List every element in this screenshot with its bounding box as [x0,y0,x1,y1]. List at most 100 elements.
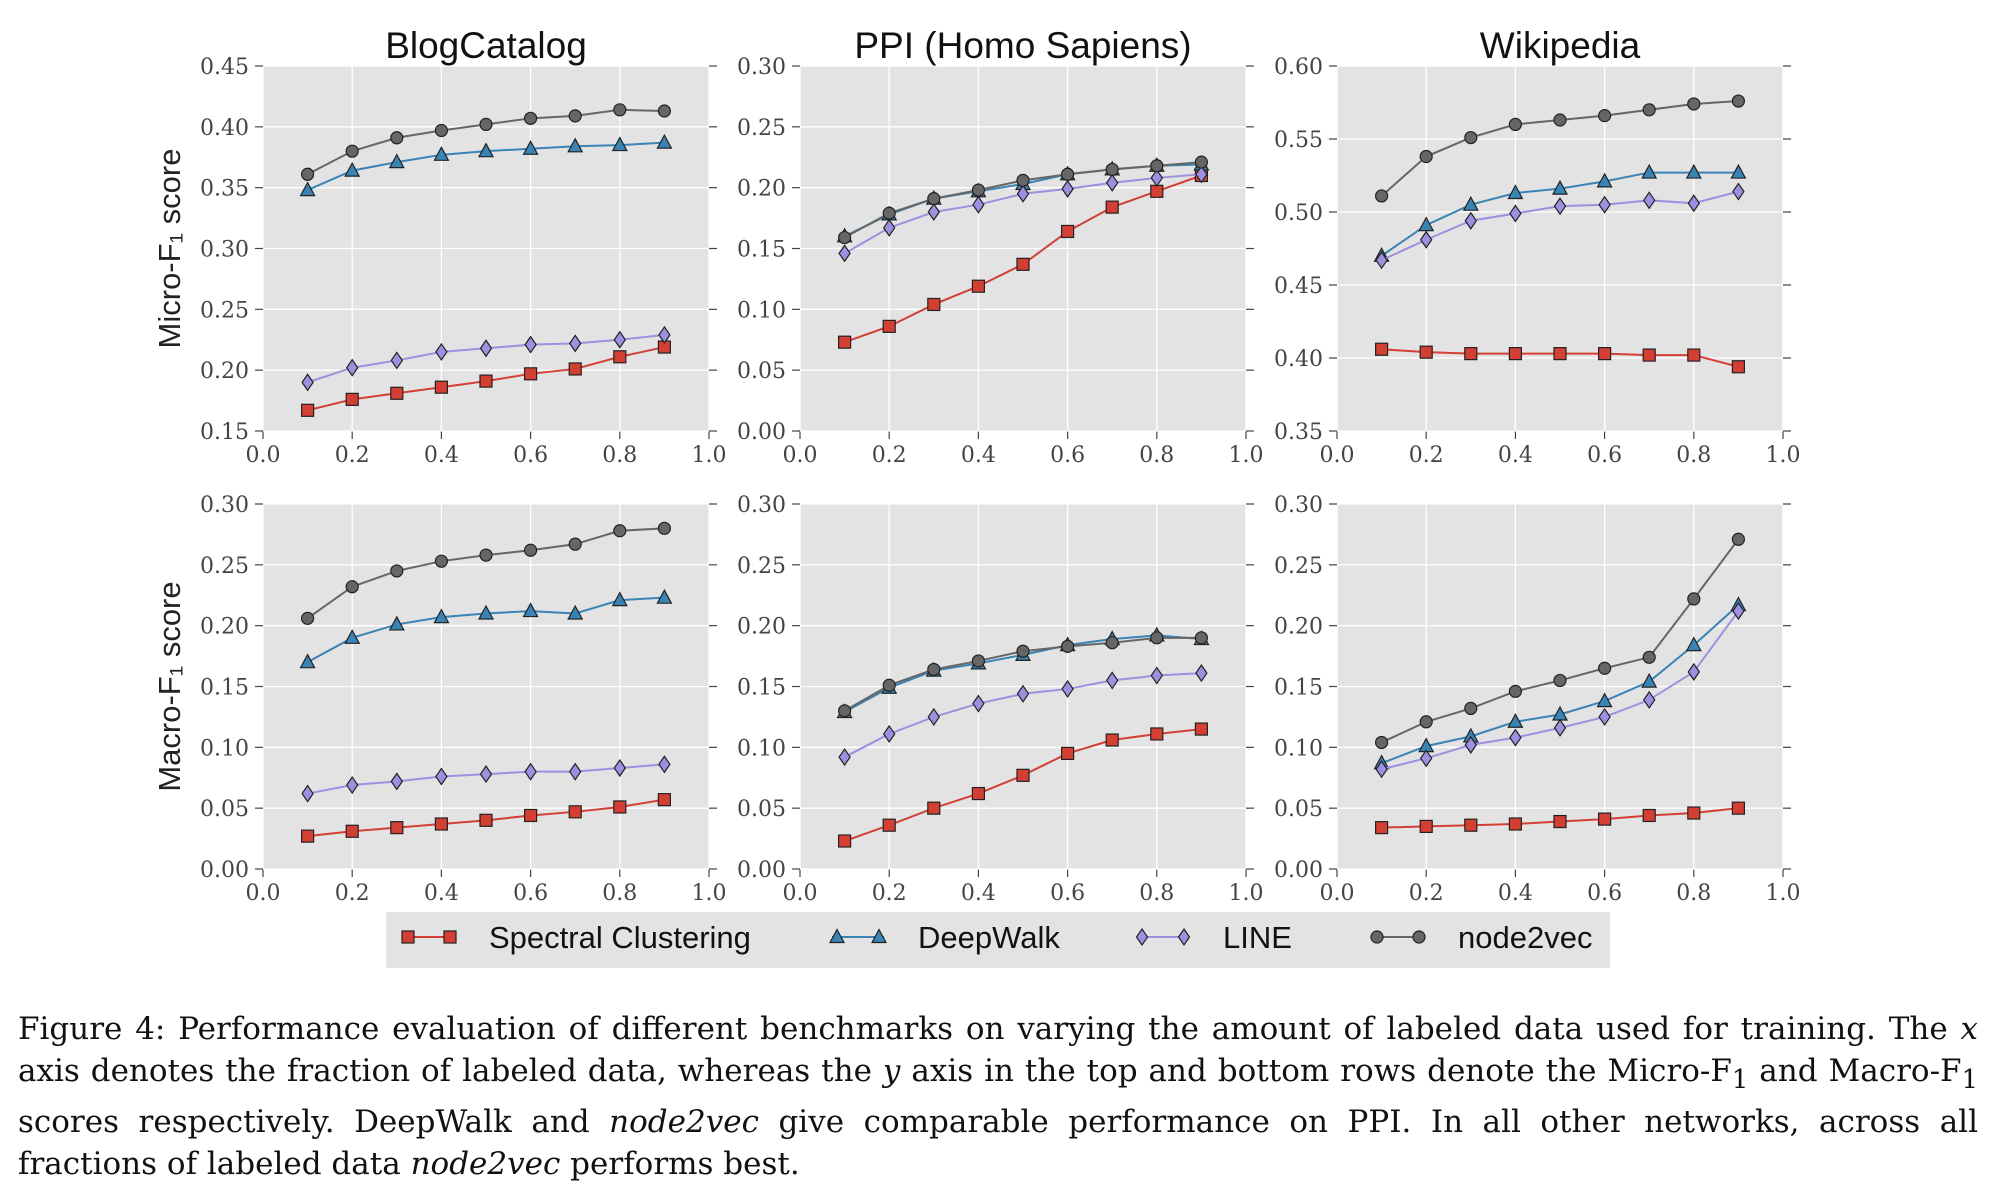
legend-marker [443,930,457,944]
data-point [567,137,584,153]
series-node2vec [301,103,672,181]
caption-sub-2: 1 [1961,1065,1978,1096]
x-tick-label: 0.6 [1050,881,1085,906]
y-tick-label: 0.30 [1274,493,1323,518]
data-point [1642,191,1656,210]
data-point [1687,194,1701,213]
panel-title: PPI (Homo Sapiens) [854,25,1191,66]
x-tick-label: 1.0 [1229,881,1264,906]
x-tick-label: 0.8 [602,881,637,906]
data-point [1597,812,1612,826]
x-tick-label: 0.4 [424,443,459,468]
legend-marker [870,928,888,944]
data-point [1105,671,1119,690]
data-point [1597,347,1612,361]
legend-marker [1135,927,1149,947]
data-point [390,821,404,835]
x-tick-label: 0.2 [872,881,907,906]
legend-entry-line: LINE [1135,920,1292,955]
figure-panels: 0.0 0.2 0.4 0.6 0.8 1.0 0.15 0.20 0.25 0.30 0.35 0.… [152,25,1801,968]
x-tick-label: 0.4 [961,881,996,906]
series-deepwalk [299,588,673,669]
series-line [301,755,671,803]
data-point [1060,746,1075,761]
data-point [1731,801,1746,815]
data-point [1642,348,1656,362]
data-point [1508,117,1523,132]
caption-x-var: x [1960,1011,1979,1047]
data-point [1060,224,1075,239]
data-point [613,800,627,814]
legend-marker [828,928,846,944]
data-point [567,604,584,620]
data-point [927,662,941,677]
data-point [1730,163,1747,179]
y-tick-label: 0.45 [1274,274,1323,299]
data-point [613,350,627,364]
y-tick-label: 0.25 [200,298,249,323]
data-point [1687,662,1701,681]
y-tick-label: 0.40 [200,116,249,141]
data-point [1731,94,1746,108]
data-point [1687,348,1701,362]
x-tick-label: 0.0 [1320,443,1355,468]
data-point [1553,113,1567,127]
y-tick-label: 0.30 [200,238,249,263]
legend-box [386,912,1610,968]
data-point [523,543,538,557]
data-point [1685,163,1702,179]
y-tick-label: 0.10 [737,298,786,323]
x-tick-label: 0.6 [1587,443,1622,468]
y-axis-label: Micro-F₁ score [152,149,187,349]
data-point [1374,342,1389,356]
y-tick-label: 0.30 [200,493,249,518]
data-point [1641,163,1658,179]
data-point [523,808,538,823]
series-node2vec [837,631,1209,718]
data-point [1598,707,1611,726]
data-point [522,139,539,155]
legend-label: LINE [1223,920,1292,955]
data-point [1553,197,1567,216]
x-tick-label: 0.2 [1409,881,1444,906]
series-line [838,165,1208,263]
data-point [927,801,941,815]
series-line [301,325,671,392]
data-point [1061,679,1074,698]
data-point [524,762,537,781]
data-point [613,330,627,349]
data-point [1150,168,1164,187]
legend-marker [1370,930,1384,944]
x-tick-label: 1.0 [1229,443,1264,468]
data-point [390,386,404,400]
panel-2: 0.0 0.2 0.4 0.6 0.8 1.0 0.00 0.05 0.10 0.15 0.20 0.… [737,25,1263,468]
y-tick-label: 0.15 [200,420,249,445]
data-point [434,123,448,138]
data-point [568,805,582,819]
x-tick-label: 0.0 [246,881,281,906]
data-point [1150,666,1164,685]
y-tick-label: 0.20 [737,177,786,202]
series-line [1375,602,1745,779]
data-point [1553,718,1567,737]
data-point [838,748,851,767]
data-point [613,103,627,117]
y-tick-label: 0.20 [737,615,786,640]
series-spectral-clustering [301,793,672,843]
data-point [1194,155,1209,169]
data-point [656,588,673,604]
data-point [568,109,582,123]
caption-node2vec-2: node2vec [410,1146,561,1183]
data-point [882,218,896,237]
series-spectral-clustering [837,722,1209,848]
series-spectral-clustering [1374,342,1746,374]
panel-6: 0.0 0.2 0.4 0.6 0.8 1.0 0.00 0.05 0.10 0.15 0.20 0.… [1274,493,1800,906]
data-point [345,580,359,594]
panel-3: 0.0 0.2 0.4 0.6 0.8 1.0 0.35 0.40 0.45 0.50 0.55 0.… [1274,25,1800,468]
x-tick-label: 0.6 [1050,443,1085,468]
x-tick-label: 0.0 [1320,881,1355,906]
y-tick-label: 0.35 [200,177,249,202]
legend-marker [401,930,415,944]
x-tick-label: 1.0 [692,881,727,906]
data-point [1464,211,1478,230]
